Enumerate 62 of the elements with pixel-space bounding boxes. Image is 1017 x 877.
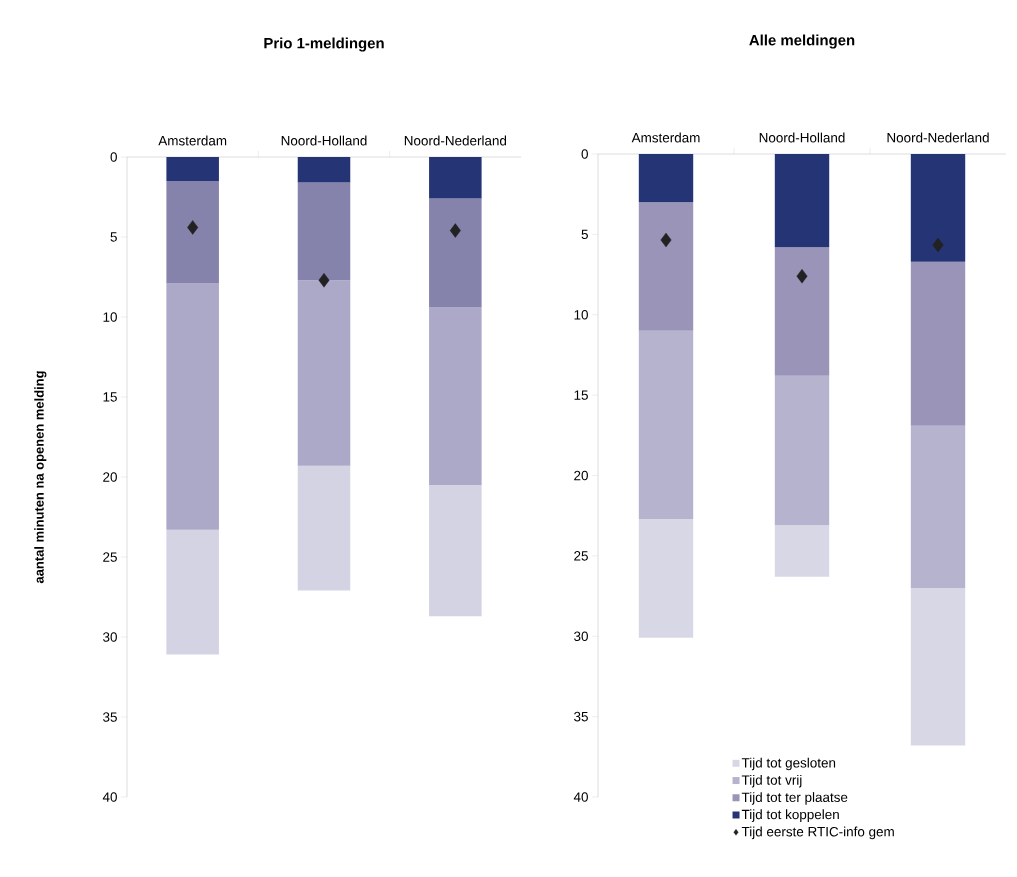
bar <box>297 465 351 591</box>
y-tick-label: 0 <box>581 149 588 159</box>
bar <box>297 280 351 466</box>
y-tick-label: 15 <box>574 390 588 400</box>
x-tick-label: Amsterdam <box>158 135 227 146</box>
bar <box>638 154 694 203</box>
bar <box>774 247 830 376</box>
y-tick-label: 10 <box>103 312 117 322</box>
bar <box>429 307 482 485</box>
y-tick-label: 5 <box>110 232 117 242</box>
bar <box>429 157 482 199</box>
x-tick-label: Noord-Nederland <box>404 135 507 146</box>
y-tick-label: 25 <box>103 552 117 562</box>
bar <box>166 157 219 181</box>
x-tick-label: Noord-Nederland <box>887 132 989 143</box>
point <box>318 272 330 288</box>
chart-title: Prio 1-meldingen <box>264 37 384 52</box>
legend-label: Tijd tot vrij <box>741 774 802 788</box>
y-axis-title: aantal minuten na openen melding <box>34 371 47 584</box>
bar <box>297 182 351 281</box>
bar <box>910 154 966 262</box>
x-tick-label: Noord-Holland <box>281 135 367 146</box>
bar <box>638 330 694 519</box>
bar <box>638 202 694 331</box>
legend-label: Tijd tot ter plaatse <box>741 792 848 805</box>
x-tick-label: Amsterdam <box>631 132 700 143</box>
point <box>660 232 672 248</box>
bar <box>166 529 219 655</box>
point <box>932 237 944 253</box>
bar <box>166 181 219 284</box>
y-tick-label: 5 <box>581 229 588 240</box>
y-tick-label: 15 <box>103 392 117 402</box>
y-tick-label: 20 <box>103 472 117 482</box>
y-tick-label: 30 <box>103 632 117 642</box>
bar <box>297 157 351 183</box>
y-tick-label: 35 <box>103 712 117 722</box>
y-tick-label: 35 <box>574 711 588 722</box>
point <box>449 223 461 238</box>
legend-label: Tijd eerste RTIC-info gem <box>741 826 894 840</box>
legend-label: Tijd tot gesloten <box>741 757 836 771</box>
bar <box>910 588 966 746</box>
y-tick-label: 30 <box>574 631 588 642</box>
chart-title: Alle meldingen <box>749 34 855 49</box>
point <box>796 268 808 284</box>
y-tick-label: 10 <box>574 309 588 320</box>
bar <box>429 198 482 308</box>
y-tick-label: 25 <box>574 551 588 561</box>
x-tick-label: Noord-Holland <box>759 132 845 143</box>
bar <box>774 525 830 577</box>
bar <box>429 485 482 617</box>
y-tick-label: 40 <box>102 792 117 802</box>
bar <box>910 261 966 426</box>
bar <box>774 375 830 526</box>
y-tick-label: 20 <box>574 470 588 481</box>
bar <box>638 518 694 638</box>
y-tick-label: 40 <box>573 792 588 802</box>
point <box>187 220 199 235</box>
y-tick-label: 0 <box>110 152 117 162</box>
bar <box>774 154 830 248</box>
bar <box>910 425 966 589</box>
bar <box>166 283 219 530</box>
legend-label: Tijd tot koppelen <box>741 809 839 822</box>
